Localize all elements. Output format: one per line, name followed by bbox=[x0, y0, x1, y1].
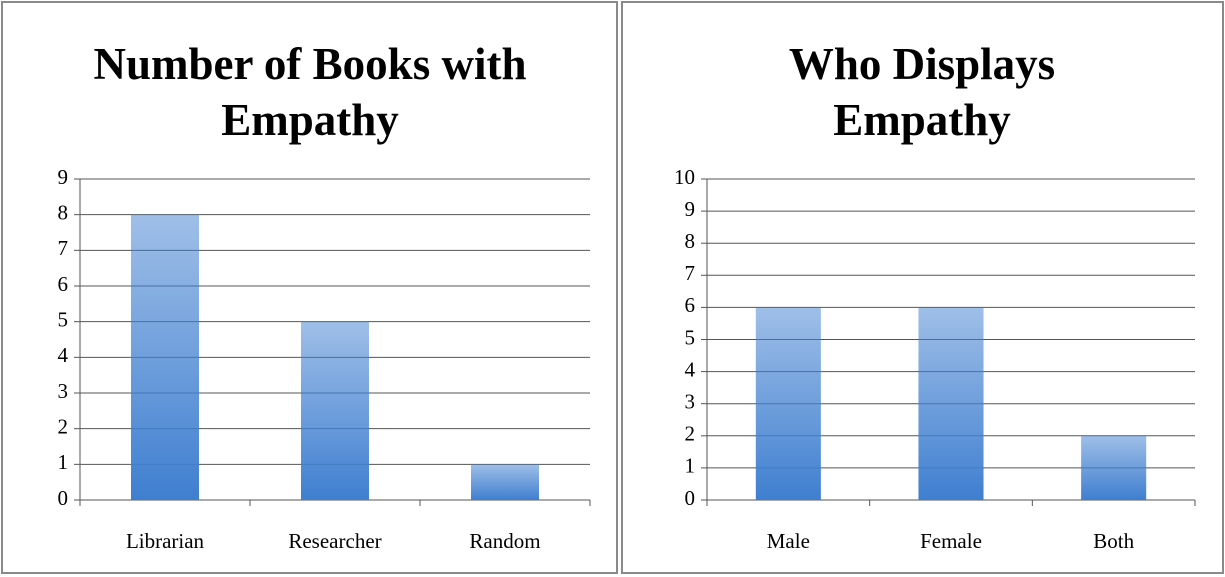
bar bbox=[755, 307, 821, 500]
chart-panel bbox=[621, 1, 1224, 574]
chart-panel bbox=[1, 1, 618, 574]
y-tick-label: 0 bbox=[58, 486, 69, 510]
bar bbox=[1081, 435, 1147, 500]
y-tick-label: 5 bbox=[58, 307, 69, 331]
y-tick-label: 1 bbox=[685, 454, 696, 478]
bar bbox=[301, 321, 369, 500]
y-tick-label: 9 bbox=[685, 197, 696, 221]
y-tick-label: 1 bbox=[58, 450, 69, 474]
y-tick-label: 6 bbox=[685, 293, 696, 317]
y-tick-label: 3 bbox=[58, 379, 69, 403]
y-tick-label: 3 bbox=[685, 390, 696, 414]
bar bbox=[131, 214, 199, 500]
chart-title: Number of Books with Empathy bbox=[93, 39, 527, 145]
y-tick-label: 7 bbox=[685, 261, 696, 285]
y-tick-label: 8 bbox=[58, 200, 69, 224]
x-tick-label: Random bbox=[469, 529, 540, 553]
y-tick-label: 10 bbox=[674, 165, 695, 189]
x-tick-label: Librarian bbox=[126, 529, 205, 553]
y-tick-label: 6 bbox=[58, 272, 69, 296]
y-tick-label: 2 bbox=[58, 414, 69, 438]
y-tick-label: 8 bbox=[685, 229, 696, 253]
chart-title: Who Displays Empathy bbox=[788, 39, 1056, 145]
x-tick-label: Male bbox=[767, 529, 810, 553]
bar bbox=[471, 464, 539, 500]
y-tick-label: 5 bbox=[685, 325, 696, 349]
y-tick-label: 2 bbox=[685, 422, 696, 446]
x-tick-label: Female bbox=[920, 529, 982, 553]
y-tick-label: 4 bbox=[685, 357, 696, 381]
y-tick-label: 4 bbox=[58, 343, 69, 367]
y-tick-label: 9 bbox=[58, 165, 69, 189]
y-tick-label: 0 bbox=[685, 486, 696, 510]
bar bbox=[918, 307, 984, 500]
x-tick-label: Researcher bbox=[288, 529, 381, 553]
y-tick-label: 7 bbox=[58, 236, 69, 260]
x-tick-label: Both bbox=[1093, 529, 1134, 553]
